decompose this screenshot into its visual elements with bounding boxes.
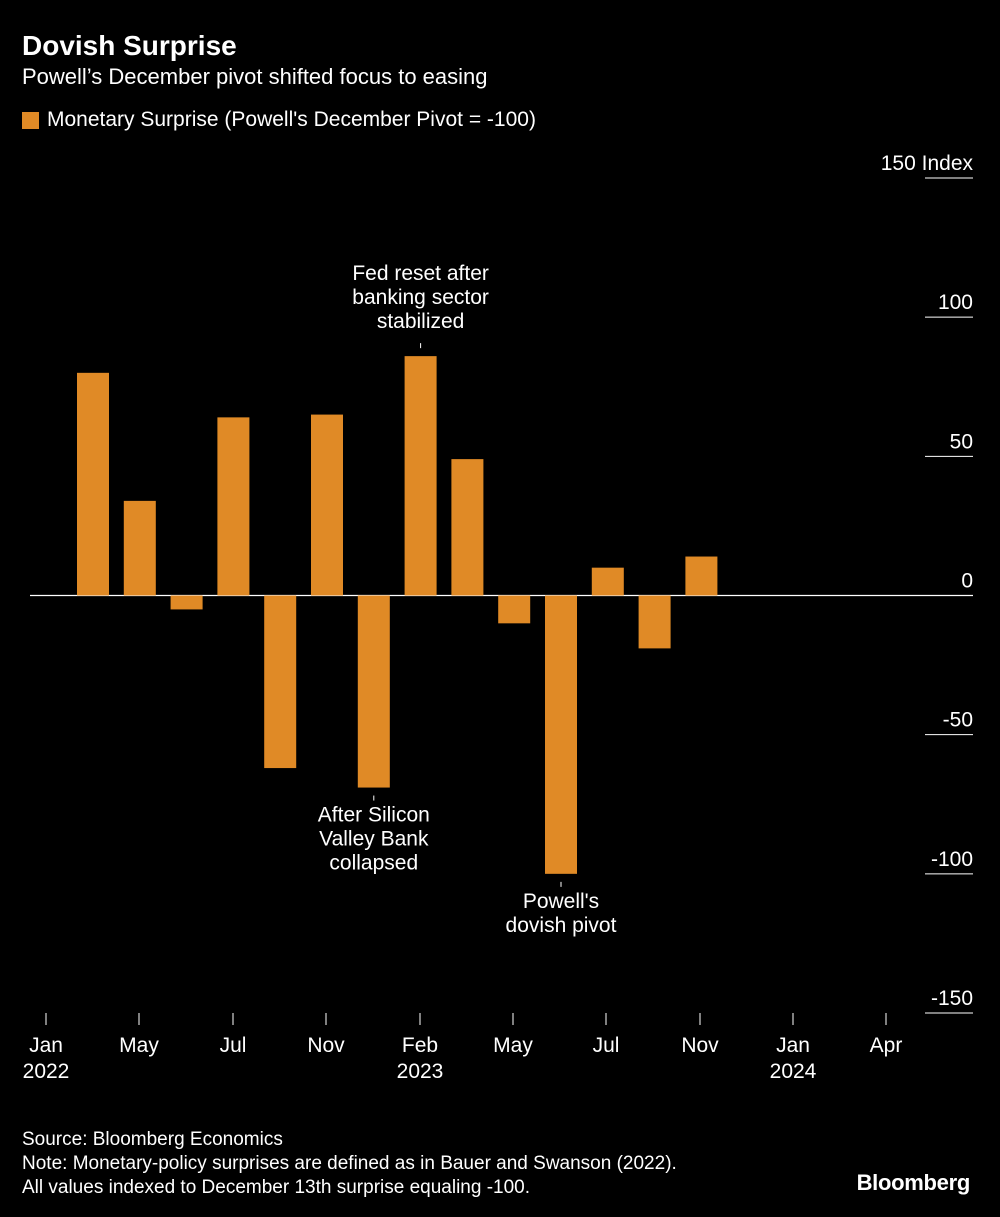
annotation-label: banking sector (352, 286, 489, 309)
bar (591, 567, 624, 596)
bar (498, 595, 531, 624)
bar (217, 417, 250, 596)
x-tick-year-label: 2023 (397, 1060, 444, 1083)
y-tick-label: 0 (961, 570, 973, 593)
bar (404, 356, 437, 596)
x-tick-year-label: 2024 (770, 1060, 817, 1083)
bar (77, 372, 109, 596)
bloomberg-logo: Bloomberg (856, 1170, 971, 1195)
bar-chart: 150 Index 100 50 0 -50 -100 -150 After SiliconV… (23, 152, 974, 1083)
chart-title: Dovish Surprise (22, 30, 237, 61)
annotation-label: collapsed (329, 852, 418, 875)
annotation-label: Valley Bank (319, 828, 429, 851)
x-tick-label: May (119, 1034, 159, 1057)
y-tick-label: 100 (938, 291, 973, 314)
annotation-label: dovish pivot (506, 914, 617, 937)
bar (357, 595, 390, 788)
chart-subtitle: Powell’s December pivot shifted focus to… (22, 64, 488, 89)
x-tick-label: Jan (776, 1034, 810, 1057)
legend-swatch (22, 111, 39, 129)
y-tick-label: 50 (950, 430, 973, 453)
legend: Monetary Surprise (Powell's December Piv… (22, 108, 536, 132)
bar (638, 595, 671, 649)
legend-label: Monetary Surprise (Powell's December Piv… (47, 108, 536, 131)
annotation-label: stabilized (377, 310, 465, 333)
annotation-label: After Silicon (318, 804, 430, 827)
x-tick-label: Jan (29, 1034, 63, 1057)
x-tick-label: Nov (681, 1034, 719, 1057)
source-note: Source: Bloomberg Economics (22, 1129, 283, 1150)
bar (685, 556, 718, 596)
x-tick-label: Apr (870, 1034, 903, 1057)
x-tick-label: Jul (220, 1034, 247, 1057)
y-tick-label: -150 (931, 987, 973, 1010)
x-tick-year-label: 2022 (23, 1060, 70, 1083)
y-tick-label: 150 Index (881, 152, 974, 175)
y-tick-label: -100 (931, 848, 973, 871)
x-tick-label: Jul (593, 1034, 620, 1057)
footer: Source: Bloomberg Economics Note: Moneta… (22, 1128, 677, 1200)
bar (123, 500, 156, 596)
index-note: All values indexed to December 13th surp… (22, 1177, 531, 1198)
x-tick-label: Nov (307, 1034, 345, 1057)
bar (170, 595, 203, 610)
bar (264, 595, 297, 769)
bar (451, 459, 484, 596)
annotation-label: Fed reset after (352, 262, 489, 285)
annotation-label: Powell's (523, 890, 599, 913)
bar (545, 595, 577, 874)
bar (311, 414, 343, 596)
y-tick-label: -50 (943, 709, 973, 732)
methodology-note: Note: Monetary-policy surprises are defi… (22, 1153, 677, 1174)
x-tick-label: May (493, 1034, 533, 1057)
x-tick-label: Feb (402, 1034, 438, 1057)
